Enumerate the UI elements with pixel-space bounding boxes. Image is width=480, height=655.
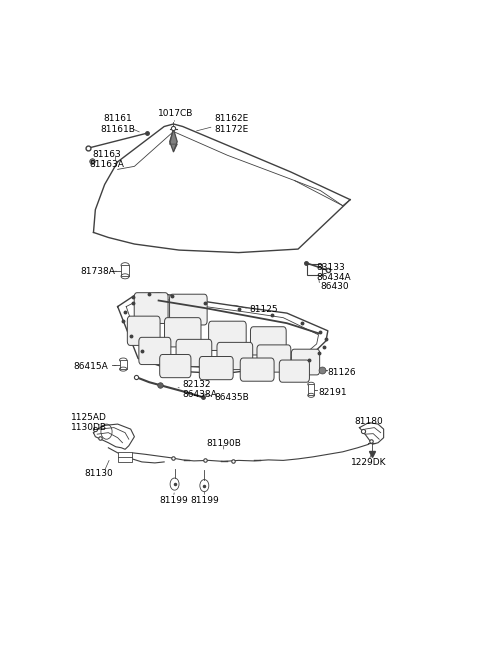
Bar bbox=[308, 384, 314, 396]
Text: 81130: 81130 bbox=[84, 468, 113, 477]
Text: 81199: 81199 bbox=[191, 496, 219, 505]
FancyBboxPatch shape bbox=[160, 354, 191, 378]
FancyBboxPatch shape bbox=[240, 358, 274, 381]
FancyBboxPatch shape bbox=[217, 343, 252, 369]
Bar bbox=[118, 452, 132, 462]
FancyBboxPatch shape bbox=[165, 318, 201, 347]
Polygon shape bbox=[360, 422, 384, 444]
Text: 81190B: 81190B bbox=[206, 440, 241, 448]
Text: 82132
86438A: 82132 86438A bbox=[183, 380, 217, 400]
FancyBboxPatch shape bbox=[279, 360, 310, 383]
Text: 1017CB: 1017CB bbox=[157, 109, 193, 119]
FancyBboxPatch shape bbox=[291, 349, 320, 375]
Text: 86430: 86430 bbox=[321, 282, 349, 291]
Text: 1229DK: 1229DK bbox=[351, 458, 386, 468]
FancyBboxPatch shape bbox=[209, 321, 246, 350]
FancyBboxPatch shape bbox=[134, 293, 168, 324]
Text: 1125AD
1130DB: 1125AD 1130DB bbox=[71, 413, 107, 432]
Bar bbox=[120, 360, 127, 369]
FancyBboxPatch shape bbox=[307, 264, 322, 275]
Text: 81738A: 81738A bbox=[81, 267, 115, 276]
Bar bbox=[121, 265, 129, 276]
Polygon shape bbox=[94, 424, 134, 449]
FancyBboxPatch shape bbox=[139, 337, 171, 365]
FancyBboxPatch shape bbox=[199, 356, 233, 380]
Text: 81180: 81180 bbox=[354, 417, 383, 426]
Text: 81162E
81172E: 81162E 81172E bbox=[215, 114, 249, 134]
Text: 86435B: 86435B bbox=[215, 393, 249, 402]
Text: 81199: 81199 bbox=[159, 496, 188, 505]
FancyBboxPatch shape bbox=[127, 316, 160, 345]
Text: 86415A: 86415A bbox=[73, 362, 108, 371]
Text: 81125: 81125 bbox=[250, 305, 278, 314]
Text: 81161
81161B: 81161 81161B bbox=[100, 114, 135, 134]
Text: 81126: 81126 bbox=[328, 367, 357, 377]
FancyBboxPatch shape bbox=[257, 345, 291, 372]
FancyBboxPatch shape bbox=[176, 339, 212, 367]
Text: 83133
86434A: 83133 86434A bbox=[317, 263, 351, 282]
Text: 81163
81163A: 81163 81163A bbox=[89, 149, 124, 169]
FancyBboxPatch shape bbox=[169, 294, 207, 325]
Polygon shape bbox=[170, 129, 177, 152]
FancyBboxPatch shape bbox=[251, 327, 286, 355]
Text: 82191: 82191 bbox=[319, 388, 347, 397]
